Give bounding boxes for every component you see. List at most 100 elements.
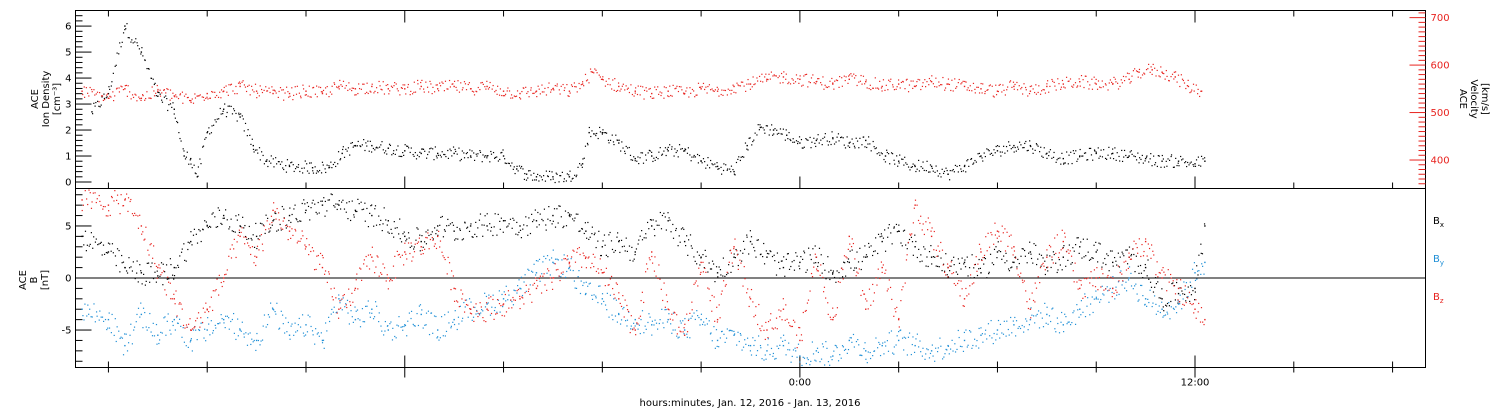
density-sample	[884, 161, 887, 163]
by-sample	[1182, 298, 1184, 300]
velocity-sample	[202, 96, 205, 98]
bz-sample	[319, 263, 321, 265]
density-sample	[758, 129, 760, 131]
bx-sample	[708, 262, 710, 264]
by-sample	[1107, 290, 1109, 292]
bx-sample	[400, 241, 403, 243]
velocity-sample	[764, 76, 766, 78]
bz-sample	[485, 320, 487, 323]
density-sample	[534, 179, 536, 181]
velocity-sample	[528, 96, 530, 98]
velocity-sample	[550, 91, 552, 93]
density-sample	[986, 148, 988, 150]
bx-sample	[1032, 262, 1034, 264]
bz-sample	[840, 267, 843, 269]
velocity-sample	[1122, 75, 1125, 78]
velocity-sample	[1121, 82, 1123, 84]
bz-sample	[371, 246, 373, 248]
by-sample	[281, 314, 284, 316]
density-sample	[494, 157, 496, 159]
bx-sample	[95, 238, 97, 240]
by-sample	[524, 274, 526, 276]
bx-sample	[851, 249, 853, 251]
bx-sample	[916, 256, 918, 259]
density-sample	[596, 132, 598, 135]
by-sample	[863, 347, 865, 350]
by-sample	[630, 328, 632, 330]
by-sample	[342, 297, 344, 299]
bx-sample	[509, 218, 512, 220]
velocity-sample	[153, 95, 156, 97]
bz-sample	[382, 263, 384, 265]
density-sample	[208, 127, 210, 129]
velocity-sample	[1047, 80, 1049, 82]
bx-sample	[109, 243, 111, 245]
density-point-31	[552, 176, 554, 178]
bz-sample	[626, 304, 628, 307]
velocity-sample	[1093, 76, 1095, 78]
velocity-sample	[844, 79, 846, 82]
by-sample	[884, 341, 886, 343]
velocity-sample	[479, 88, 481, 91]
by-sample	[462, 317, 464, 319]
density-sample	[451, 155, 453, 157]
by-sample	[931, 344, 933, 346]
bx-sample	[710, 268, 713, 270]
bz-sample	[536, 285, 539, 287]
bx-sample	[552, 220, 554, 222]
by-sample	[827, 360, 830, 363]
velocity-sample	[525, 86, 527, 88]
by-sample	[454, 310, 456, 312]
density-sample	[155, 95, 157, 97]
density-sample	[183, 150, 185, 152]
bx-sample	[393, 236, 395, 238]
density-point-63	[1046, 152, 1048, 155]
velocity-sample	[300, 97, 302, 99]
velocity-sample	[236, 93, 238, 95]
bx-sample	[1067, 259, 1069, 261]
bx-sample	[86, 244, 88, 246]
density-sample	[92, 113, 94, 115]
bx-point-43	[799, 261, 801, 264]
velocity-sample	[192, 102, 195, 104]
bx-sample	[409, 246, 411, 249]
bx-sample	[705, 255, 707, 257]
bz-sample	[684, 323, 686, 325]
density-sample	[419, 151, 421, 153]
by-sample	[954, 351, 957, 353]
by-sample	[400, 326, 402, 328]
density-sample	[572, 177, 574, 179]
velocity-sample	[932, 83, 934, 85]
bx-sample	[733, 253, 735, 255]
bx-sample	[416, 227, 418, 229]
by-sample	[158, 342, 160, 345]
density-sample	[351, 141, 353, 144]
bx-sample	[1179, 287, 1181, 289]
by-sample	[879, 343, 881, 345]
bx-sample	[358, 203, 360, 205]
density-sample	[888, 153, 890, 155]
bz-sample	[94, 192, 96, 194]
bx-sample	[1121, 251, 1123, 253]
bz-sample	[432, 239, 434, 241]
by-sample	[1200, 273, 1202, 275]
density-sample	[697, 162, 699, 164]
bx-sample	[652, 219, 654, 221]
bz-sample	[705, 271, 707, 273]
velocity-sample	[219, 91, 221, 93]
by-sample	[946, 349, 948, 351]
velocity-sample	[661, 92, 663, 94]
bx-sample	[836, 270, 838, 272]
density-sample	[784, 139, 786, 141]
velocity-point-50	[897, 83, 900, 85]
velocity-sample	[767, 78, 769, 81]
density-sample	[214, 119, 216, 121]
velocity-point-52	[930, 81, 933, 83]
bz-sample	[1011, 247, 1013, 249]
density-sample	[455, 150, 457, 153]
bx-sample	[230, 218, 232, 220]
by-sample	[1095, 290, 1097, 292]
density-sample	[743, 156, 745, 158]
by-sample	[170, 333, 172, 335]
bx-sample	[471, 236, 473, 238]
